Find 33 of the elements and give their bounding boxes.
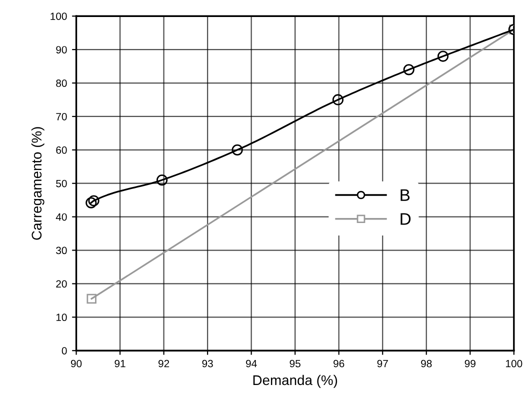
- x-tick-label: 91: [114, 360, 126, 368]
- point: [437, 50, 449, 62]
- y-axis-title: Carregamento (%): [31, 127, 44, 240]
- x-tick-label: 99: [464, 360, 476, 368]
- x-tick-label: 97: [377, 360, 388, 368]
- x-axis-title: Demanda (%): [253, 374, 338, 388]
- x-tick-label: 92: [158, 360, 170, 368]
- point: [156, 174, 168, 186]
- y-tick-label: 0: [62, 347, 67, 354]
- x-tick-label: 94: [246, 360, 257, 368]
- point: [403, 64, 414, 76]
- y-tick-label: 90: [56, 46, 67, 54]
- point: [88, 195, 100, 206]
- y-tick-label: 60: [56, 146, 67, 154]
- x-tick-label: 100: [506, 360, 522, 368]
- x-tick-label: 95: [290, 360, 300, 368]
- x-tick-label: 98: [421, 360, 432, 368]
- x-tick-label: 93: [202, 360, 213, 368]
- legend-label: B: [400, 189, 410, 201]
- point: [332, 94, 344, 106]
- y-tick-label: 100: [50, 12, 67, 20]
- y-tick-label: 80: [56, 80, 67, 87]
- x-tick-label: 96: [334, 360, 344, 368]
- point: [232, 144, 243, 156]
- y-tick-label: 20: [56, 280, 67, 288]
- y-tick-label: 30: [56, 246, 67, 254]
- y-tick-label: 10: [56, 314, 67, 322]
- y-tick-label: 50: [56, 180, 67, 188]
- legend-label: D: [400, 213, 411, 225]
- x-tick-label: 90: [70, 360, 82, 368]
- point: [86, 197, 97, 208]
- y-tick-label: 40: [56, 213, 67, 221]
- y-tick-label: 70: [56, 112, 67, 120]
